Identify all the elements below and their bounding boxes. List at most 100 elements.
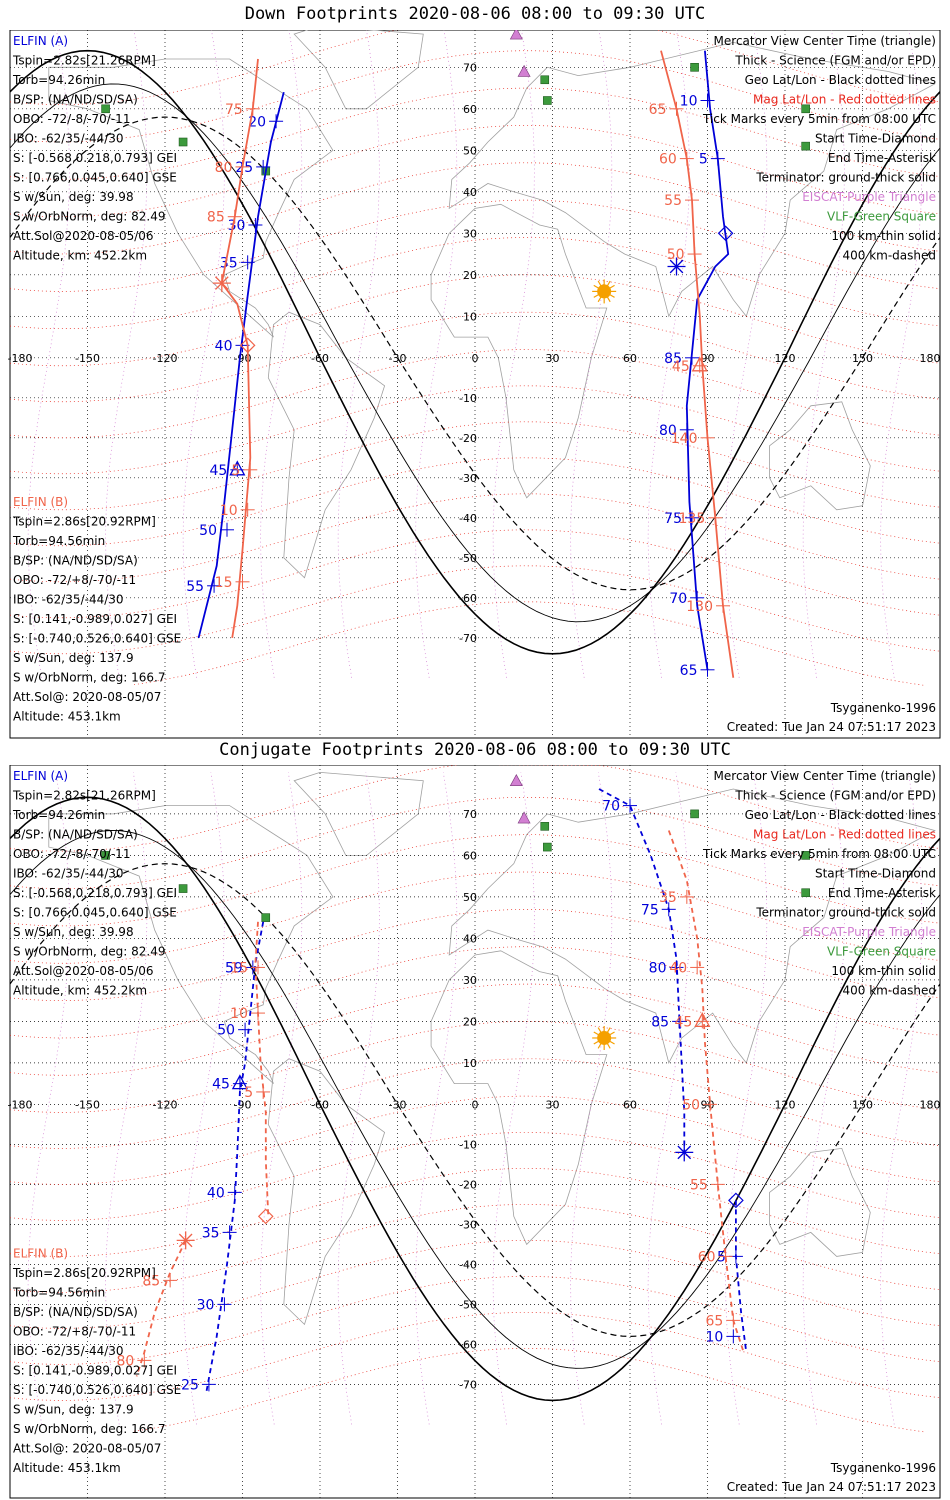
vlf-square-icon [540, 75, 550, 85]
elfin-b-info: IBO: -62/35/-44/30 [13, 1344, 124, 1358]
elfin-b-header: ELFIN (B) [13, 495, 68, 509]
coastline [48, 58, 334, 338]
eiscat-triangle-icon [517, 811, 531, 824]
legend-entry: EISCAT-Purple Triangle [802, 925, 936, 939]
elfin-a-info: Altitude, km: 452.2km [13, 984, 147, 998]
lon-tick-label: 0 [472, 352, 479, 365]
track-tick-label: 80 [659, 423, 677, 439]
legend-entry: Thick - Science (FGM and/or EPD) [734, 789, 936, 803]
elfin-a-info: Torb=94.26min [12, 73, 105, 87]
coastline [48, 805, 334, 1084]
elfin-b-info: S w/Sun, deg: 137.9 [13, 651, 134, 665]
legend-entry: End Time-Asterisk [828, 151, 936, 165]
lon-tick-label: -90 [234, 352, 252, 365]
track-tick-label: 80 [649, 960, 667, 976]
lat-tick-label: -50 [459, 1298, 477, 1311]
lat-tick-label: -40 [459, 512, 477, 525]
mag-parallel [9, 199, 941, 292]
asterisk-stroke [677, 1145, 692, 1160]
lat-tick-label: -10 [459, 1138, 477, 1151]
mag-parallel [9, 311, 941, 403]
terminator-400km [9, 863, 941, 1338]
lat-tick-label: -30 [459, 472, 477, 485]
lat-tick-label: 70 [463, 808, 477, 821]
end-asterisk-icon [176, 1231, 195, 1250]
mag-meridian [182, 30, 225, 678]
elfin-a-header: ELFIN (A) [13, 769, 68, 783]
track-tick-label: 10 [220, 503, 238, 519]
start-diamond-icon [239, 337, 256, 354]
sun-disc [597, 284, 612, 299]
vlf-square-icon [801, 851, 810, 860]
lat-tick-label: -20 [459, 1178, 477, 1191]
lon-tick-label: 60 [623, 352, 637, 365]
track-tick-label: 10 [680, 94, 698, 110]
mag-meridian [105, 30, 148, 678]
legend-entry: Start Time-Diamond [815, 132, 936, 146]
elfin-b-info: Torb=94.56min [12, 534, 105, 548]
mag-meridian [725, 30, 768, 678]
lon-tick-label: 120 [775, 352, 796, 365]
track-tick-label: 140 [671, 431, 698, 447]
track-tick-label: 50 [199, 523, 217, 539]
view-center-triangle-icon [231, 1074, 249, 1090]
lon-tick-label: -120 [153, 352, 178, 365]
track-tick-label: 10 [230, 1006, 248, 1022]
lon-tick-label: -180 [8, 1098, 33, 1111]
mag-parallel [9, 946, 941, 1039]
eiscat-triangle-icon [517, 64, 531, 77]
track-tick-label: 60 [659, 152, 677, 168]
track-tick-label: 75 [225, 102, 243, 118]
track-tick-label: 75 [641, 902, 659, 918]
track-tick-label: 85 [664, 351, 682, 367]
mag-meridian [802, 30, 845, 678]
vlf-square-icon [101, 104, 110, 114]
legend-entry: Terminator: ground-thick solid [755, 906, 936, 920]
vlf-square-icon [178, 137, 188, 147]
map-down-footprints: -180 -150 -120 -90 -60 -30 0 30 60 90 120 150 180 70 6… [8, 30, 941, 739]
legend-entry: 100 km-thin solid [831, 964, 936, 978]
coastline [267, 311, 386, 579]
elfin-a-info: S: [-0.568,0.218,0.793] GEI [13, 886, 177, 900]
footprint-track [598, 788, 686, 1153]
vlf-square-icon [540, 822, 550, 831]
track-tick-label: 70 [669, 591, 687, 607]
elfin-b-info: B/SP: (NA/ND/SD/SA) [13, 1305, 138, 1319]
lon-tick-label: -120 [153, 1098, 178, 1111]
track-tick-label: 80 [215, 160, 233, 176]
track-tick-label: 25 [235, 160, 253, 176]
track-tick-label: 50 [217, 1023, 235, 1039]
elfin-a-info: Att.Sol@2020-08-05/06 [13, 964, 154, 978]
vlf-square-icon [690, 63, 699, 72]
lat-tick-label: 10 [463, 310, 477, 323]
track-tick-label: 65 [649, 102, 667, 118]
track-tick-label: 75 [664, 511, 682, 527]
map-frame [9, 30, 941, 739]
track-tick-label: 55 [690, 1177, 708, 1193]
lon-tick-label: 120 [775, 1098, 796, 1111]
legend-entry: End Time-Asterisk [828, 886, 936, 900]
lat-tick-label: -50 [459, 552, 477, 565]
track-tick-label: 85 [207, 210, 225, 226]
vlf-square-icon [101, 851, 110, 860]
lon-tick-label: 30 [546, 352, 560, 365]
elfin-a-info: IBO: -62/35/-44/30 [13, 867, 124, 881]
track-tick-label: 55 [664, 193, 682, 209]
mag-parallel [9, 909, 941, 1001]
lat-tick-label: -60 [459, 592, 477, 605]
lon-tick-label: -30 [389, 1098, 407, 1111]
track-tick-label: 45 [672, 359, 690, 375]
legend-entry: 100 km-thin solid [831, 229, 936, 243]
track-tick-label: 85 [651, 1014, 669, 1030]
eiscat-triangle-icon [509, 774, 523, 786]
legend-entry: Mercator View Center Time (triangle) [714, 34, 936, 48]
mag-meridian [880, 30, 923, 678]
lon-tick-label: -150 [75, 352, 100, 365]
track-tick-label: 15 [215, 575, 233, 591]
elfin-b-info: Tspin=2.86s[20.92RPM] [12, 514, 156, 528]
vlf-square-icon [261, 913, 271, 922]
track-tick-label: 135 [679, 511, 706, 527]
elfin-a-info: Torb=94.26min [12, 808, 105, 822]
track-tick-label: 5 [244, 1085, 253, 1101]
mag-parallel [9, 50, 941, 143]
